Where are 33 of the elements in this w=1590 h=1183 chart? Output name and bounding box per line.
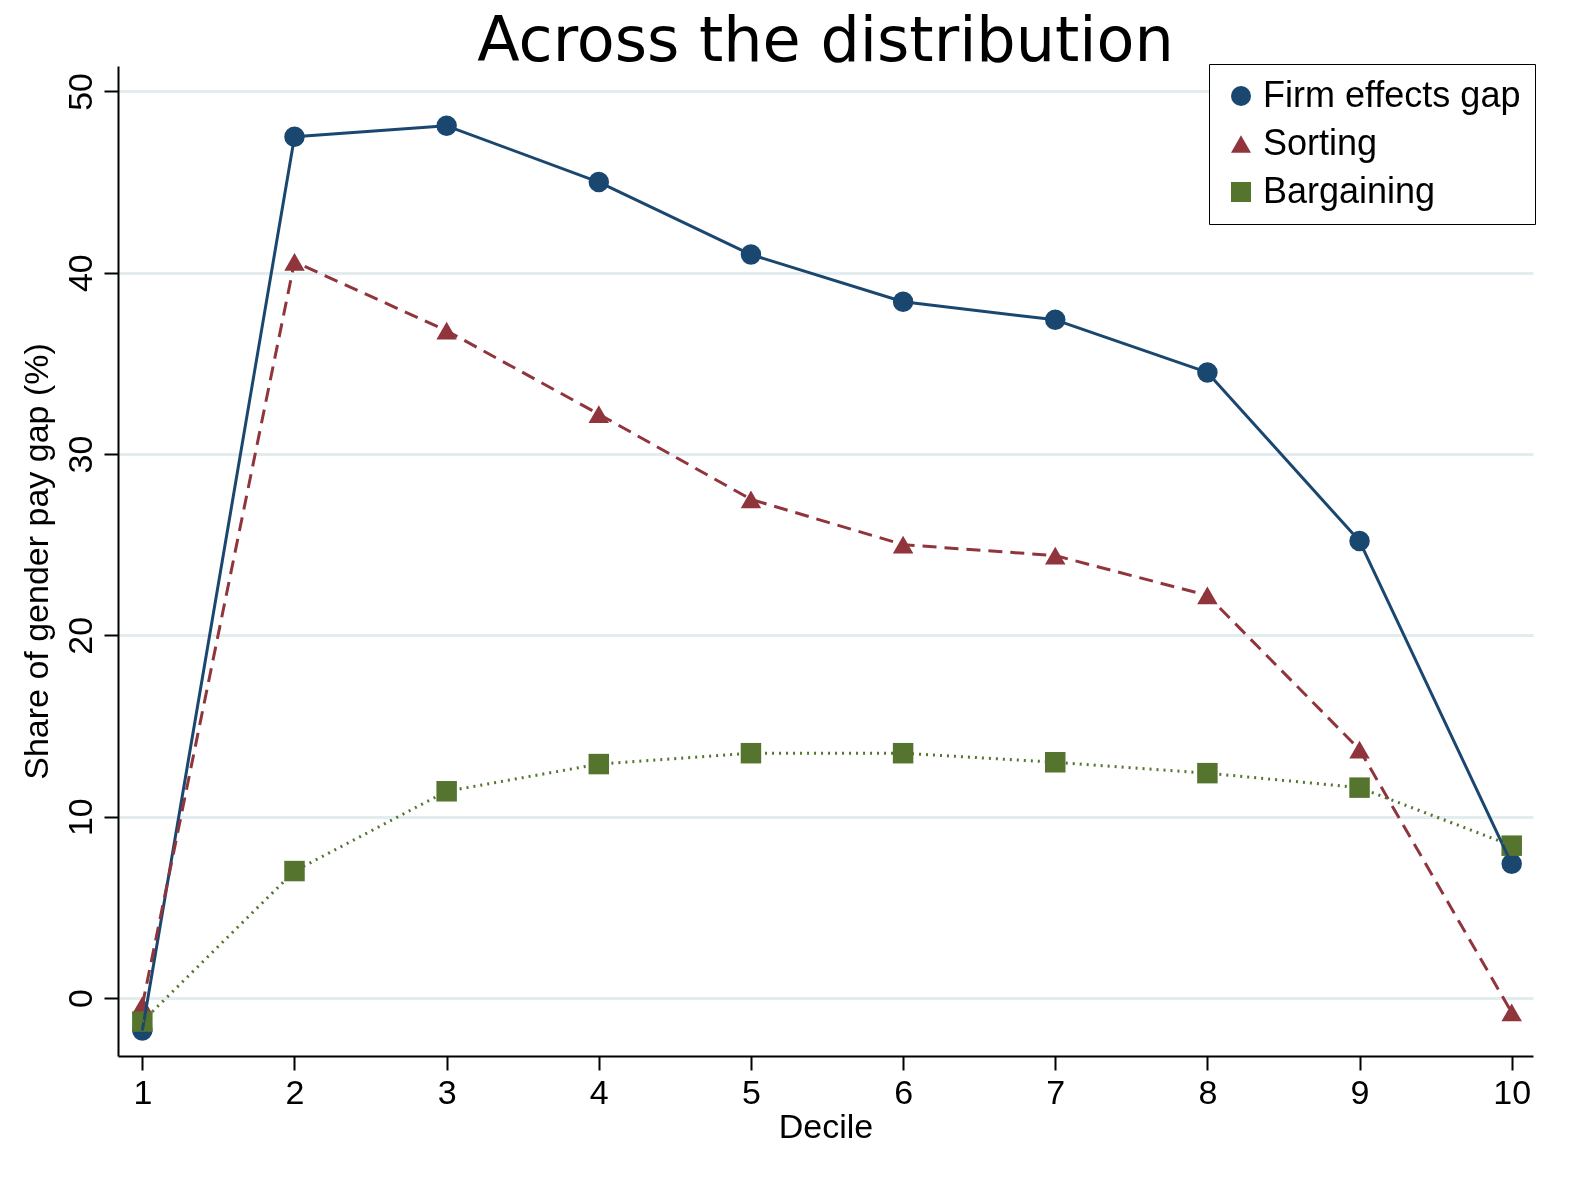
x-tick-label: 2 xyxy=(285,1072,305,1111)
point xyxy=(284,860,305,882)
point xyxy=(892,742,914,764)
x-tick-label: 3 xyxy=(437,1072,457,1111)
x-tick-label: 6 xyxy=(894,1072,914,1111)
y-tick-label: 0 xyxy=(60,989,99,1008)
y-tick-label: 20 xyxy=(60,616,99,655)
x-tick-label: 7 xyxy=(1046,1072,1066,1111)
x-tick-label: 5 xyxy=(741,1072,761,1111)
point xyxy=(1349,777,1370,798)
x-tick-label: 8 xyxy=(1198,1072,1218,1111)
y-tick-label: 50 xyxy=(60,72,99,111)
y-tick-label: 10 xyxy=(60,798,99,837)
y-axis-title: Share of gender pay gap (%) xyxy=(16,343,55,780)
point xyxy=(740,742,762,764)
x-axis-title: Decile xyxy=(778,1106,874,1145)
chart-title: Across the distribution xyxy=(477,2,1174,76)
point xyxy=(892,535,914,554)
point xyxy=(1045,752,1066,773)
legend-label: Firm effects gap xyxy=(1263,74,1521,115)
point xyxy=(436,781,457,802)
point xyxy=(740,490,762,509)
point xyxy=(588,753,610,775)
x-tick-label: 1 xyxy=(133,1072,153,1111)
legend-label: Bargaining xyxy=(1263,170,1436,211)
y-tick-label: 40 xyxy=(60,254,99,293)
point xyxy=(1501,1003,1522,1022)
x-tick-label: 10 xyxy=(1493,1072,1532,1111)
point xyxy=(1197,762,1218,784)
x-tick-label: 4 xyxy=(589,1072,609,1111)
legend-label: Sorting xyxy=(1263,122,1378,163)
x-tick-label: 9 xyxy=(1350,1072,1370,1111)
y-tick-label: 30 xyxy=(60,435,99,474)
